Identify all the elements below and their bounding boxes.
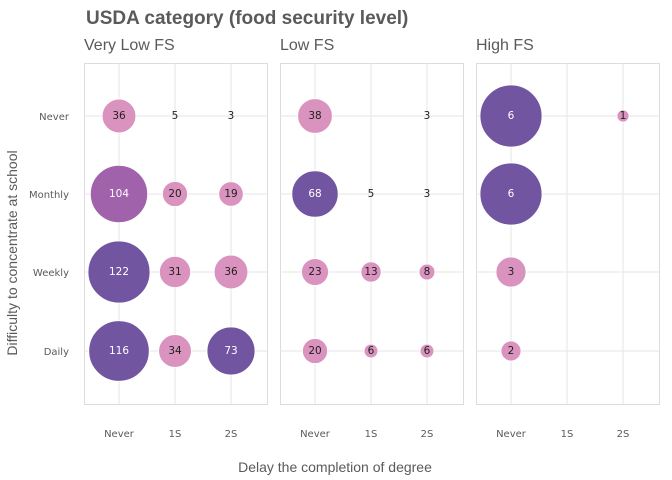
bubble-value-label: 3	[508, 266, 515, 278]
data-bubble	[419, 343, 435, 359]
x-axis-title: Delay the completion of degree	[238, 459, 432, 475]
x-tick-label: Never	[496, 429, 527, 440]
data-bubble	[218, 181, 244, 207]
data-bubble	[158, 255, 192, 289]
data-bubble	[479, 162, 543, 226]
bubble-value-label: 68	[308, 188, 321, 200]
bubble-value-label: 36	[224, 266, 238, 278]
bubble-value-label: 5	[172, 110, 179, 122]
bubble-value-label: 23	[308, 266, 321, 278]
bubble-value-label: 36	[112, 110, 126, 122]
bubble-value-label: 116	[109, 345, 129, 357]
facet-panel: Very Low FS Never 1S 2S 36 5 3 104 20 19 122 31 36 11…	[84, 37, 268, 440]
y-tick-label: Weekly	[33, 268, 69, 279]
bubble-value-label: 5	[368, 188, 375, 200]
bubble-value-label: 1	[620, 110, 627, 122]
data-bubble	[89, 164, 149, 224]
bubble-value-label: 6	[508, 188, 515, 200]
bubble-value-label: 3	[424, 188, 431, 200]
facet-title: Very Low FS	[84, 37, 175, 54]
data-bubble	[418, 263, 436, 281]
x-tick-label: 1S	[365, 429, 378, 440]
bubble-value-label: 20	[308, 345, 321, 357]
bubble-value-label: 13	[364, 266, 377, 278]
data-bubble	[206, 326, 256, 376]
data-bubble	[88, 320, 150, 382]
bubble-value-label: 2	[508, 345, 515, 357]
chart-title: USDA category (food security level)	[86, 8, 408, 29]
bubble-value-label: 31	[168, 266, 181, 278]
y-tick-label: Never	[39, 112, 70, 123]
bubble-value-label: 6	[368, 345, 375, 357]
data-bubble	[162, 181, 188, 207]
facet-title: High FS	[476, 37, 534, 54]
facet-panel: Low FS Never 1S 2S 38 3 68 5 3 23 13 8 20 6 6	[280, 37, 464, 440]
y-axis-ticks: Never Monthly Weekly Daily	[29, 112, 70, 358]
x-tick-label: Never	[300, 429, 331, 440]
x-tick-label: 1S	[561, 429, 574, 440]
bubble-value-label: 104	[109, 188, 129, 200]
bubble-value-label: 73	[224, 345, 237, 357]
data-bubble	[302, 338, 328, 364]
data-bubble	[495, 256, 527, 288]
x-tick-label: 2S	[421, 429, 434, 440]
y-axis-title: Difficulty to concentrate at school	[4, 150, 20, 355]
y-tick-label: Monthly	[29, 190, 69, 201]
data-bubble	[101, 98, 137, 134]
bubble-value-label: 20	[168, 188, 181, 200]
data-bubble	[616, 109, 630, 123]
bubble-value-label: 3	[424, 110, 431, 122]
data-bubble	[360, 261, 382, 283]
bubble-value-label: 8	[424, 266, 431, 278]
x-tick-label: Never	[104, 429, 135, 440]
data-bubble	[213, 254, 249, 290]
bubble-value-label: 38	[308, 110, 321, 122]
x-tick-label: 2S	[617, 429, 630, 440]
bubble-value-label: 3	[228, 110, 235, 122]
bubble-value-label: 122	[109, 266, 129, 278]
data-bubble	[158, 334, 192, 368]
y-tick-label: Daily	[44, 347, 69, 358]
data-bubble	[301, 258, 329, 286]
facet-panel: High FS Never 1S 2S 6 1 6 3 2	[476, 37, 660, 440]
bubble-value-label: 34	[168, 345, 182, 357]
facet-title: Low FS	[280, 37, 334, 54]
x-tick-label: 2S	[225, 429, 238, 440]
data-bubble	[479, 84, 543, 148]
data-bubble	[500, 340, 522, 362]
data-bubble	[363, 343, 379, 359]
bubble-value-label: 6	[424, 345, 431, 357]
data-bubble	[297, 98, 333, 134]
data-bubble	[291, 170, 339, 218]
x-tick-label: 1S	[169, 429, 182, 440]
bubble-value-label: 6	[508, 110, 515, 122]
bubble-value-label: 19	[224, 188, 237, 200]
data-bubble	[87, 240, 151, 304]
